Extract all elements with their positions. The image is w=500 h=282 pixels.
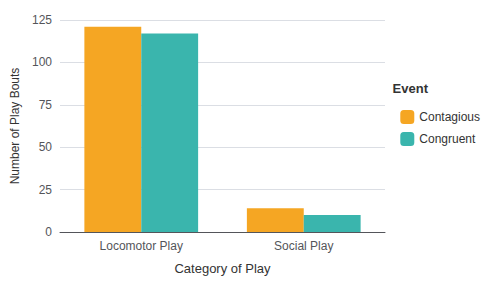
svg-text:100: 100: [32, 55, 52, 69]
svg-text:Congruent: Congruent: [419, 132, 476, 146]
svg-text:Event: Event: [393, 81, 429, 96]
svg-text:125: 125: [32, 13, 52, 27]
svg-text:25: 25: [39, 183, 53, 197]
svg-text:50: 50: [39, 140, 53, 154]
svg-text:Locomotor Play: Locomotor Play: [100, 239, 183, 253]
svg-text:Category of Play: Category of Play: [174, 261, 271, 276]
svg-text:0: 0: [45, 225, 52, 239]
svg-text:Number of Play Bouts: Number of Play Bouts: [8, 68, 22, 185]
svg-text:Contagious: Contagious: [419, 110, 480, 124]
svg-text:Social Play: Social Play: [274, 239, 333, 253]
svg-text:75: 75: [39, 98, 53, 112]
